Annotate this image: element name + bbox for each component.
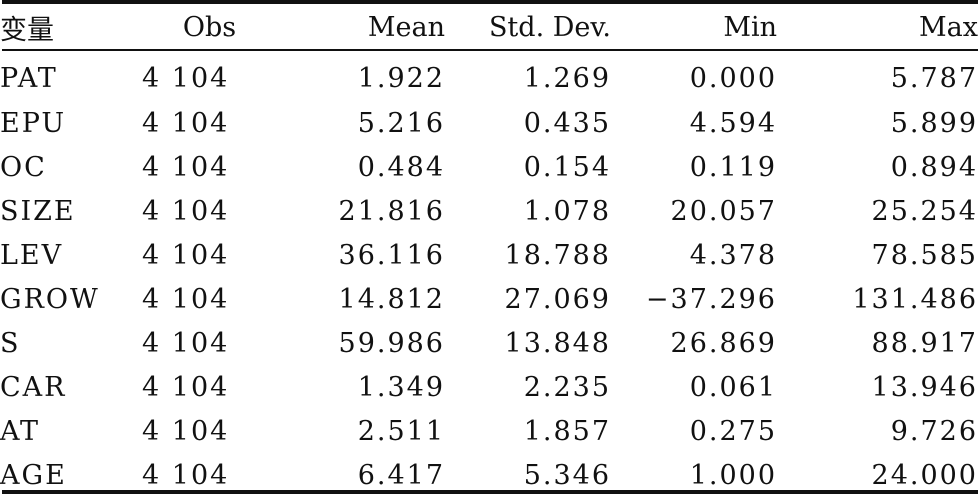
cell-obs: 4 104 — [142, 459, 230, 491]
cell-max: 78.585 — [871, 239, 978, 271]
cell-variable: CAR — [0, 371, 67, 403]
cell-min: 0.000 — [689, 62, 777, 94]
cell-std-dev: 18.788 — [504, 239, 611, 271]
header-max: Max — [919, 12, 978, 43]
cell-min: 0.275 — [689, 415, 777, 447]
table-row: GROW 4 104 14.812 27.069 −37.296 131.486 — [0, 277, 978, 321]
cell-obs: 4 104 — [142, 107, 230, 139]
cell-min: 4.594 — [689, 107, 777, 139]
cell-max: 5.899 — [890, 107, 978, 139]
table-row: CAR 4 104 1.349 2.235 0.061 13.946 — [0, 365, 978, 409]
cell-obs: 4 104 — [142, 62, 230, 94]
header-min: Min — [723, 12, 777, 43]
cell-mean: 1.922 — [357, 62, 445, 94]
cell-std-dev: 5.346 — [523, 459, 611, 491]
top-rule — [2, 0, 978, 4]
cell-max: 24.000 — [871, 459, 978, 491]
cell-max: 5.787 — [890, 62, 978, 94]
table-row: SIZE 4 104 21.816 1.078 20.057 25.254 — [0, 189, 978, 233]
header-row: 变量 Obs Mean Std. Dev. Min Max — [0, 0, 978, 53]
cell-min: 0.119 — [689, 151, 777, 183]
cell-variable: PAT — [0, 62, 58, 94]
cell-mean: 36.116 — [338, 239, 445, 271]
cell-max: 25.254 — [871, 195, 978, 227]
header-std-dev: Std. Dev. — [488, 12, 611, 43]
table-row: S 4 104 59.986 13.848 26.869 88.917 — [0, 321, 978, 365]
cell-variable: LEV — [0, 239, 64, 271]
cell-obs: 4 104 — [142, 195, 230, 227]
cell-obs: 4 104 — [142, 239, 230, 271]
table-row: OC 4 104 0.484 0.154 0.119 0.894 — [0, 145, 978, 189]
cell-std-dev: 2.235 — [523, 371, 611, 403]
table-row: EPU 4 104 5.216 0.435 4.594 5.899 — [0, 101, 978, 145]
cell-min: 0.061 — [689, 371, 777, 403]
cell-mean: 59.986 — [338, 327, 445, 359]
cell-std-dev: 0.154 — [523, 151, 611, 183]
header-variable: 变量 — [0, 15, 54, 46]
cell-max: 0.894 — [890, 151, 978, 183]
cell-std-dev: 0.435 — [523, 107, 611, 139]
cell-mean: 1.349 — [357, 371, 445, 403]
cell-std-dev: 1.269 — [523, 62, 611, 94]
cell-mean: 6.417 — [357, 459, 445, 491]
header-rule — [2, 49, 978, 51]
cell-mean: 5.216 — [357, 107, 445, 139]
cell-variable: GROW — [0, 283, 100, 315]
cell-mean: 14.812 — [338, 283, 445, 315]
cell-std-dev: 1.857 — [523, 415, 611, 447]
cell-obs: 4 104 — [142, 415, 230, 447]
cell-variable: AT — [0, 415, 41, 447]
table-row: LEV 4 104 36.116 18.788 4.378 78.585 — [0, 233, 978, 277]
cell-variable: EPU — [0, 107, 67, 139]
table-row: PAT 4 104 1.922 1.269 0.000 5.787 — [0, 53, 978, 101]
cell-obs: 4 104 — [142, 151, 230, 183]
cell-obs: 4 104 — [142, 283, 230, 315]
cell-mean: 2.511 — [357, 415, 445, 447]
cell-variable: S — [0, 327, 21, 359]
cell-variable: OC — [0, 151, 47, 183]
cell-std-dev: 13.848 — [504, 327, 611, 359]
cell-min: 1.000 — [689, 459, 777, 491]
cell-std-dev: 27.069 — [504, 283, 611, 315]
cell-max: 13.946 — [871, 371, 978, 403]
cell-obs: 4 104 — [142, 327, 230, 359]
cell-mean: 21.816 — [338, 195, 445, 227]
cell-min: 20.057 — [670, 195, 777, 227]
table-row: AT 4 104 2.511 1.857 0.275 9.726 — [0, 409, 978, 453]
header-obs: Obs — [182, 12, 237, 43]
cell-min: 4.378 — [689, 239, 777, 271]
cell-min: −37.296 — [645, 283, 777, 315]
cell-max: 9.726 — [890, 415, 978, 447]
header-mean: Mean — [367, 12, 445, 43]
cell-max: 88.917 — [871, 327, 978, 359]
cell-std-dev: 1.078 — [523, 195, 611, 227]
cell-mean: 0.484 — [357, 151, 445, 183]
cell-variable: SIZE — [0, 195, 76, 227]
bottom-rule — [2, 490, 978, 494]
cell-obs: 4 104 — [142, 371, 230, 403]
table-row: AGE 4 104 6.417 5.346 1.000 24.000 — [0, 453, 978, 497]
cell-max: 131.486 — [852, 283, 978, 315]
cell-variable: AGE — [0, 459, 67, 491]
cell-min: 26.869 — [670, 327, 777, 359]
